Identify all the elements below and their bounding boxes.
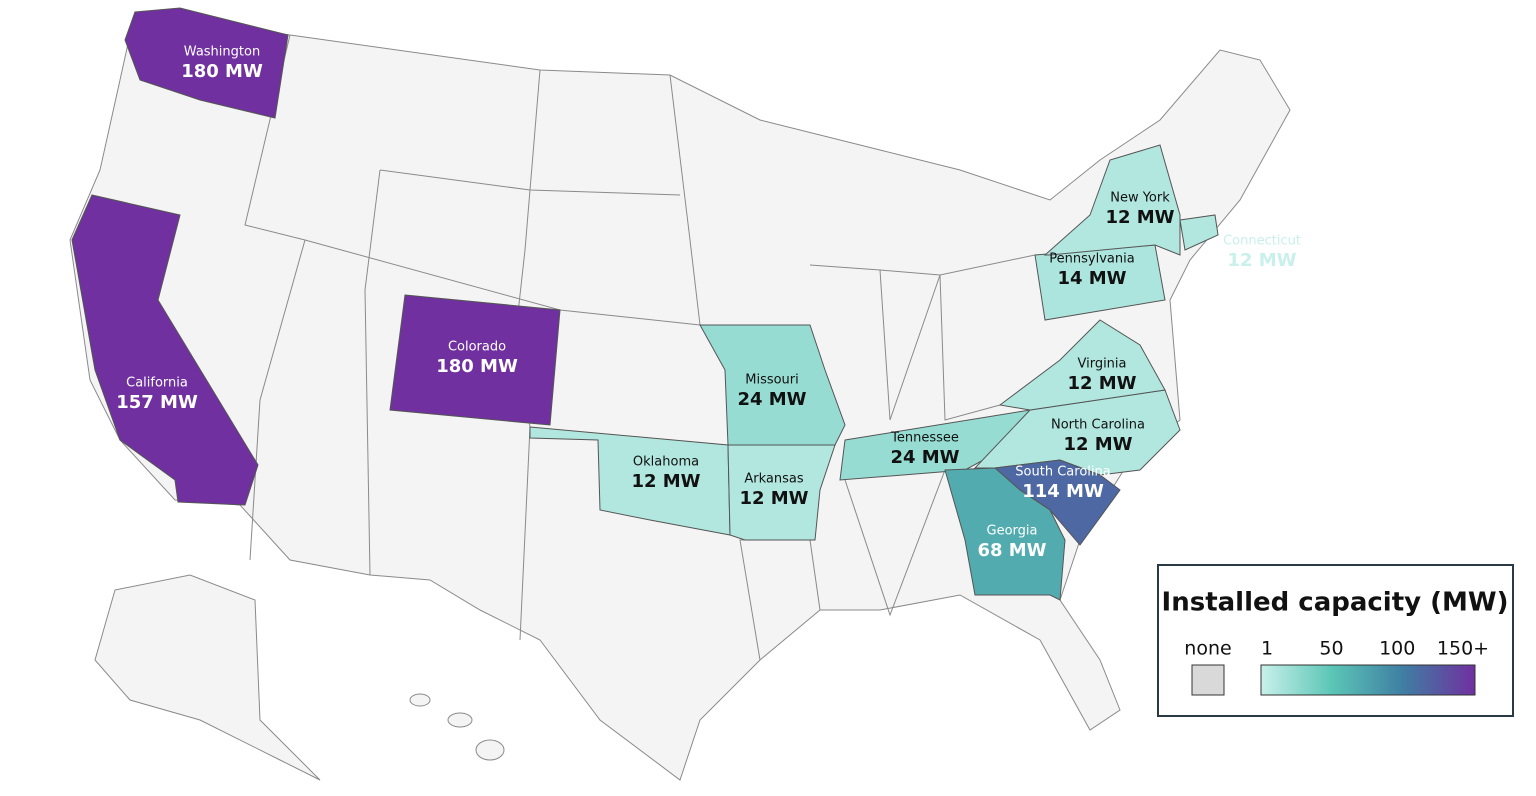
state-name: Tennessee	[890, 431, 959, 446]
alaska	[94, 574, 321, 781]
legend-title: Installed capacity (MW)	[1162, 588, 1509, 618]
state	[699, 324, 846, 446]
state-border	[364, 169, 381, 576]
state	[389, 294, 561, 426]
state-border	[669, 74, 701, 326]
state-value: 114 MW	[1022, 481, 1104, 502]
state-name: Virginia	[1077, 357, 1126, 372]
state-border	[879, 269, 1001, 421]
legend: Installed capacity (MW) none 1 50 100 150+	[1157, 564, 1514, 717]
state-name: North Carolina	[1051, 418, 1145, 433]
state-value: 12 MW	[1105, 207, 1174, 228]
legend-none-label: none	[1184, 638, 1231, 660]
legend-tick-label: 1	[1261, 638, 1273, 660]
state-value: 12 MW	[1067, 373, 1136, 394]
state-value: 24 MW	[737, 389, 806, 410]
state	[998, 319, 1166, 411]
hawaii	[409, 693, 431, 707]
state-value: 180 MW	[181, 61, 263, 82]
state-value: 14 MW	[1057, 268, 1126, 289]
hawaii	[447, 712, 473, 728]
state	[71, 194, 259, 506]
state	[727, 444, 836, 541]
state-name: Georgia	[987, 524, 1038, 539]
state-value: 12 MW	[739, 488, 808, 509]
legend-tick-label: 150+	[1437, 638, 1489, 660]
states	[71, 7, 1219, 601]
state-border	[844, 469, 946, 617]
state-value: 12 MW	[1063, 434, 1132, 455]
state-border	[379, 169, 681, 196]
state-name: California	[126, 376, 188, 391]
state-name: New York	[1110, 191, 1170, 206]
state-name: Colorado	[448, 340, 506, 355]
state-name: Missouri	[745, 373, 799, 388]
state-border	[809, 254, 1036, 276]
state-name: Oklahoma	[633, 455, 699, 470]
hawaii	[475, 739, 505, 761]
legend-none-swatch	[1191, 664, 1225, 696]
state	[944, 467, 1066, 601]
state	[1179, 214, 1219, 251]
legend-tick-label: 50	[1319, 638, 1343, 660]
state-value: 157 MW	[116, 392, 198, 413]
state-value: 24 MW	[890, 447, 959, 468]
state-name: Pennsylvania	[1049, 252, 1134, 267]
state-value: 12 MW	[1227, 250, 1296, 271]
state-value: 68 MW	[977, 540, 1046, 561]
legend-tick-label: 100	[1379, 638, 1415, 660]
state-value: 12 MW	[631, 471, 700, 492]
state-name: Washington	[184, 45, 260, 60]
state	[1043, 144, 1181, 256]
state	[124, 7, 289, 119]
state-value: 180 MW	[436, 356, 518, 377]
state-name: Connecticut	[1223, 234, 1301, 249]
legend-gradient	[1260, 664, 1476, 696]
state-name: South Carolina	[1015, 465, 1110, 480]
state-name: Arkansas	[744, 472, 803, 487]
